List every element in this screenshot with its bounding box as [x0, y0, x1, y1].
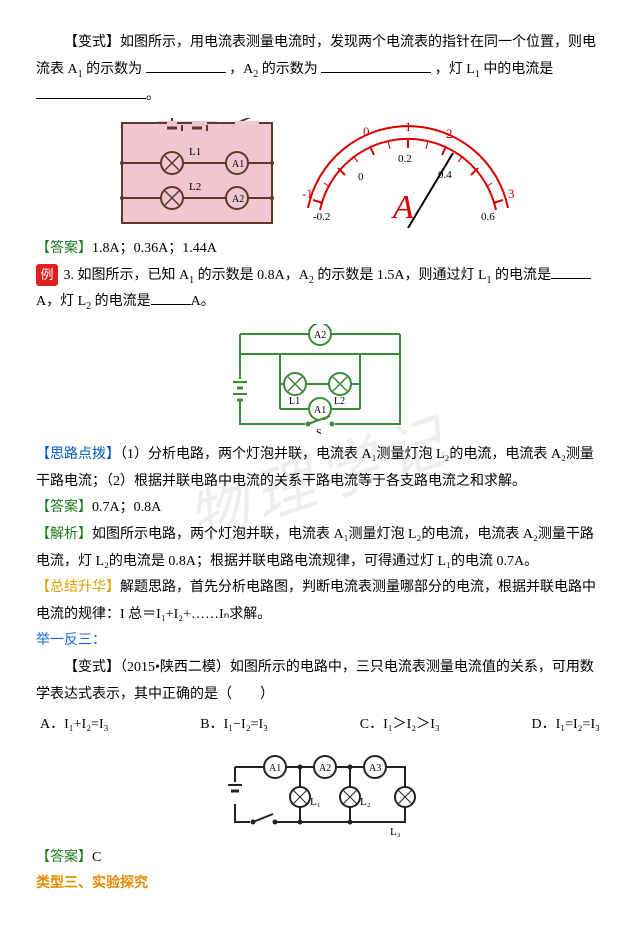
explanation-label: 【解析】: [36, 527, 92, 542]
unit-label: A: [391, 189, 414, 226]
problem-3: 例 3. 如图所示，已知 A1 的示数是 0.8A，A2 的示数是 1.5A，则…: [36, 263, 604, 317]
label-a1: A1: [232, 159, 244, 170]
category-heading: 类型三、实验探究: [36, 871, 604, 898]
txt: 的电流是: [492, 268, 552, 283]
thinking: 【思路点拨】（1）分析电路，两个灯泡并联，电流表 A₁测量灯泡 L₂的电流，电流…: [36, 442, 604, 495]
label-a2: A2: [314, 330, 326, 341]
answer-3: 【答案】C: [36, 845, 604, 872]
figure-row-1: L1 A1 L2 A2: [36, 118, 604, 228]
option-c: C．I₁＞I₂＞I₃: [360, 712, 440, 739]
txt: ，A: [226, 62, 254, 77]
blank: [551, 278, 591, 279]
label-s: S: [316, 428, 322, 434]
circuit-diagram-3: A1 A2 A3 L₁ L₂ L₃: [220, 747, 420, 837]
label-l1: L₁: [310, 796, 321, 808]
txt: 的示数是 1.5A，则通过灯 L: [314, 268, 487, 283]
txt: 的示数为: [258, 62, 321, 77]
figure-row-2: A2 L1 L2 A1 S: [36, 324, 604, 434]
txt: 3. 如图所示，已知 A: [64, 268, 190, 283]
thinking-label: 【思路点拨】: [36, 447, 120, 462]
label-l1: L1: [289, 396, 300, 407]
label-l3: L₃: [390, 826, 401, 837]
blank: [151, 304, 191, 305]
thinking-text: （1）分析电路，两个灯泡并联，电流表 A₁测量灯泡 L₂的电流，电流表 A₂测量…: [36, 447, 594, 489]
txt: ，灯 L: [431, 62, 475, 77]
answer-text: 1.8A；0.36A；1.44A: [92, 241, 217, 256]
label-a2: A2: [232, 194, 244, 205]
blank: [146, 72, 226, 73]
txt: A。: [191, 294, 215, 309]
tick: 0.2: [398, 153, 412, 165]
answer-label: 【答案】: [36, 500, 92, 515]
problem-variant-1: 【变式】如图所示，用电流表测量电流时，发现两个电流表的指针在同一个位置，则电流表…: [36, 30, 604, 110]
txt: 【变式】（2015•陕西二模）如图所示的电路中，三只电流表测量电流值的关系，可用…: [36, 660, 594, 702]
txt: 中的电流是: [480, 62, 554, 77]
label-a1: A1: [269, 763, 281, 774]
summary-text: 解题思路，首先分析电路图，判断电流表测量哪部分的电流，根据并联电路中电流的规律：…: [36, 580, 596, 622]
txt: A，灯 L: [36, 294, 86, 309]
tick: 3: [508, 186, 515, 201]
explanation: 【解析】如图所示电路，两个灯泡并联，电流表 A₁测量灯泡 L₂的电流，电流表 A…: [36, 522, 604, 575]
blank: [321, 72, 431, 73]
explanation-text: 如图所示电路，两个灯泡并联，电流表 A₁测量灯泡 L₂的电流，电流表 A₂测量干…: [36, 527, 594, 569]
circuit-diagram-2: A2 L1 L2 A1 S: [230, 324, 410, 434]
example-badge: 例: [36, 264, 58, 286]
followups-heading: 举一反三：: [36, 628, 604, 655]
label-l2: L2: [334, 396, 345, 407]
label-a1: A1: [314, 405, 326, 416]
txt: 。: [146, 88, 160, 103]
tick: 2: [446, 126, 453, 141]
tick: 0.6: [481, 211, 495, 223]
txt: 的电流是: [91, 294, 151, 309]
tick: 1: [405, 119, 412, 134]
figure-row-3: A1 A2 A3 L₁ L₂ L₃: [36, 747, 604, 837]
option-d: D．I₁=I₂=I₃: [531, 712, 600, 739]
label-a3: A3: [369, 763, 381, 774]
label-a2: A2: [319, 763, 331, 774]
tick: 0: [358, 171, 364, 183]
txt: 的示数为: [83, 62, 146, 77]
options-row: A．I₁+I₂=I₃ B．I₁−I₂=I₃ C．I₁＞I₂＞I₃ D．I₁=I₂…: [36, 712, 604, 739]
problem-variant-2: 【变式】（2015•陕西二模）如图所示的电路中，三只电流表测量电流值的关系，可用…: [36, 655, 604, 708]
answer-text: 0.7A；0.8A: [92, 500, 161, 515]
answer-2: 【答案】0.7A；0.8A: [36, 495, 604, 522]
label-l2: L2: [189, 181, 201, 193]
option-a: A．I₁+I₂=I₃: [40, 712, 109, 739]
answer-label: 【答案】: [36, 241, 92, 256]
answer-1: 【答案】1.8A；0.36A；1.44A: [36, 236, 604, 263]
label-l2: L₂: [360, 796, 371, 808]
txt: 的示数是 0.8A，A: [194, 268, 309, 283]
blank: [36, 98, 146, 99]
tick: -0.2: [313, 211, 330, 223]
category-label: 类型三、实验探究: [36, 876, 148, 891]
answer-label: 【答案】: [36, 850, 92, 865]
label-l1: L1: [189, 146, 201, 158]
ammeter-dial: -1 0 1 2 3 -0.2 0 0.2 0.4 0.6 A: [293, 118, 523, 228]
option-b: B．I₁−I₂=I₃: [200, 712, 268, 739]
summary-label: 【总结升华】: [36, 580, 120, 595]
circuit-diagram-1: L1 A1 L2 A2: [117, 118, 277, 228]
summary: 【总结升华】解题思路，首先分析电路图，判断电流表测量哪部分的电流，根据并联电路中…: [36, 575, 604, 628]
followups-label: 举一反三：: [36, 633, 106, 648]
answer-text: C: [92, 850, 101, 865]
tick: -1: [302, 186, 313, 201]
tick: 0: [363, 124, 370, 139]
